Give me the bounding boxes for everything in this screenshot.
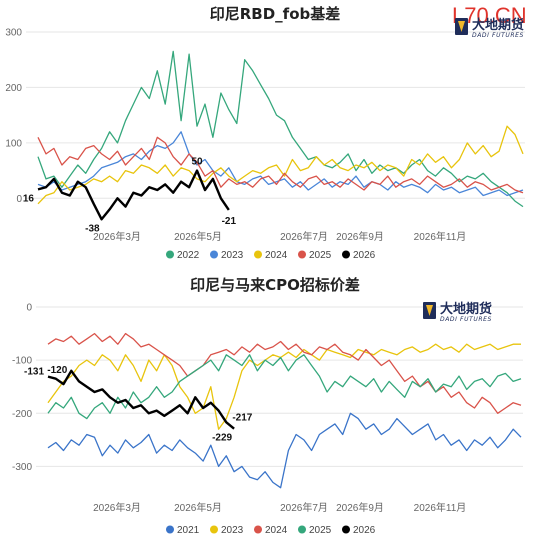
legend-item-2021[interactable]: 2021 [166,525,200,536]
chart-2: 印尼与马来CPO招标价差 -300 -200 -100 0 2026年3月 2026年5月 2… [12,276,523,536]
legend-swatch [298,525,306,534]
legend-swatch [210,250,218,259]
series-line-2023 [47,343,521,430]
data-label: -38 [85,223,100,234]
data-label: -217 [232,412,252,423]
x-tick-label: 2026年5月 [174,230,222,243]
legend-label: 2025 [309,525,332,536]
brand-logo-mark [426,305,433,316]
chart-title: 印尼RBD_fob基差 [210,5,341,23]
y-tick-label: 0 [26,303,32,314]
brand-name-en: DADI FUTURES [472,32,524,39]
brand-name-cn: 大地期货 [472,17,524,33]
series-line-2022 [37,50,524,208]
y-tick-label: 300 [5,28,22,39]
chart-1: 印尼RBD_fob基差 0 100 200 300 2026年3月 2026年5月 2026年… [5,5,525,261]
data-label: -120 [47,365,67,376]
legend-label: 2025 [309,250,332,261]
y-tick-label: 200 [5,83,22,94]
legend-label: 2023 [221,525,244,536]
x-tick-label: 2026年9月 [336,501,384,514]
legend-label: 2026 [353,525,376,536]
legend-item-2024[interactable]: 2024 [254,525,288,536]
legend-swatch [254,525,262,534]
legend-label: 2024 [265,525,288,536]
legend-swatch [210,525,218,534]
x-tick-label: 2026年7月 [280,230,328,243]
y-tick-label: 100 [5,138,22,149]
series-line-2025 [37,136,524,194]
series-line-2021 [47,412,522,489]
legend-item-2025[interactable]: 2025 [298,525,332,536]
series-line-2025 [47,354,522,420]
x-tick-label: 2026年7月 [280,501,328,514]
series-line-2023 [37,131,524,197]
y-tick-label: -100 [12,356,32,367]
legend-label: 2023 [221,250,244,261]
x-tick-label: 2026年11月 [414,501,467,514]
legend-label: 2026 [353,250,376,261]
legend-swatch [342,525,350,534]
data-label: -21 [222,216,237,227]
x-tick-label: 2026年5月 [174,501,222,514]
legend-swatch [166,525,174,534]
series-line-2024 [37,125,524,205]
legend-swatch [166,250,174,259]
data-label: 50 [191,157,203,168]
legend-label: 2022 [177,250,200,261]
data-label: -131 [24,367,44,378]
chart-title: 印尼与马来CPO招标价差 [190,276,360,294]
y-tick-label: 0 [16,194,22,205]
brand-logo-mark [458,21,465,32]
x-tick-label: 2026年3月 [93,501,141,514]
brand-name-cn: 大地期货 [440,301,492,317]
series-line-2026 [47,369,235,430]
series-line-2024 [47,332,522,414]
legend-label: 2021 [177,525,200,536]
data-label: 16 [23,193,35,204]
series-line-2026 [37,169,230,221]
legend-item-2024[interactable]: 2024 [254,250,288,261]
y-tick-label: -200 [12,409,32,420]
legend-swatch [342,250,350,259]
brand-name-en: DADI FUTURES [440,316,492,323]
legend-item-2023[interactable]: 2023 [210,250,244,261]
legend-label: 2024 [265,250,288,261]
legend-item-2025[interactable]: 2025 [298,250,332,261]
legend-item-2022[interactable]: 2022 [166,250,200,261]
legend-item-2023[interactable]: 2023 [210,525,244,536]
x-tick-label: 2026年3月 [93,230,141,243]
x-tick-label: 2026年9月 [336,230,384,243]
y-tick-label: -300 [12,462,32,473]
legend-swatch [298,250,306,259]
data-label: -229 [212,433,232,444]
legend-item-2026[interactable]: 2026 [342,525,376,536]
legend-item-2026[interactable]: 2026 [342,250,376,261]
legend-swatch [254,250,262,259]
x-tick-label: 2026年11月 [414,230,467,243]
